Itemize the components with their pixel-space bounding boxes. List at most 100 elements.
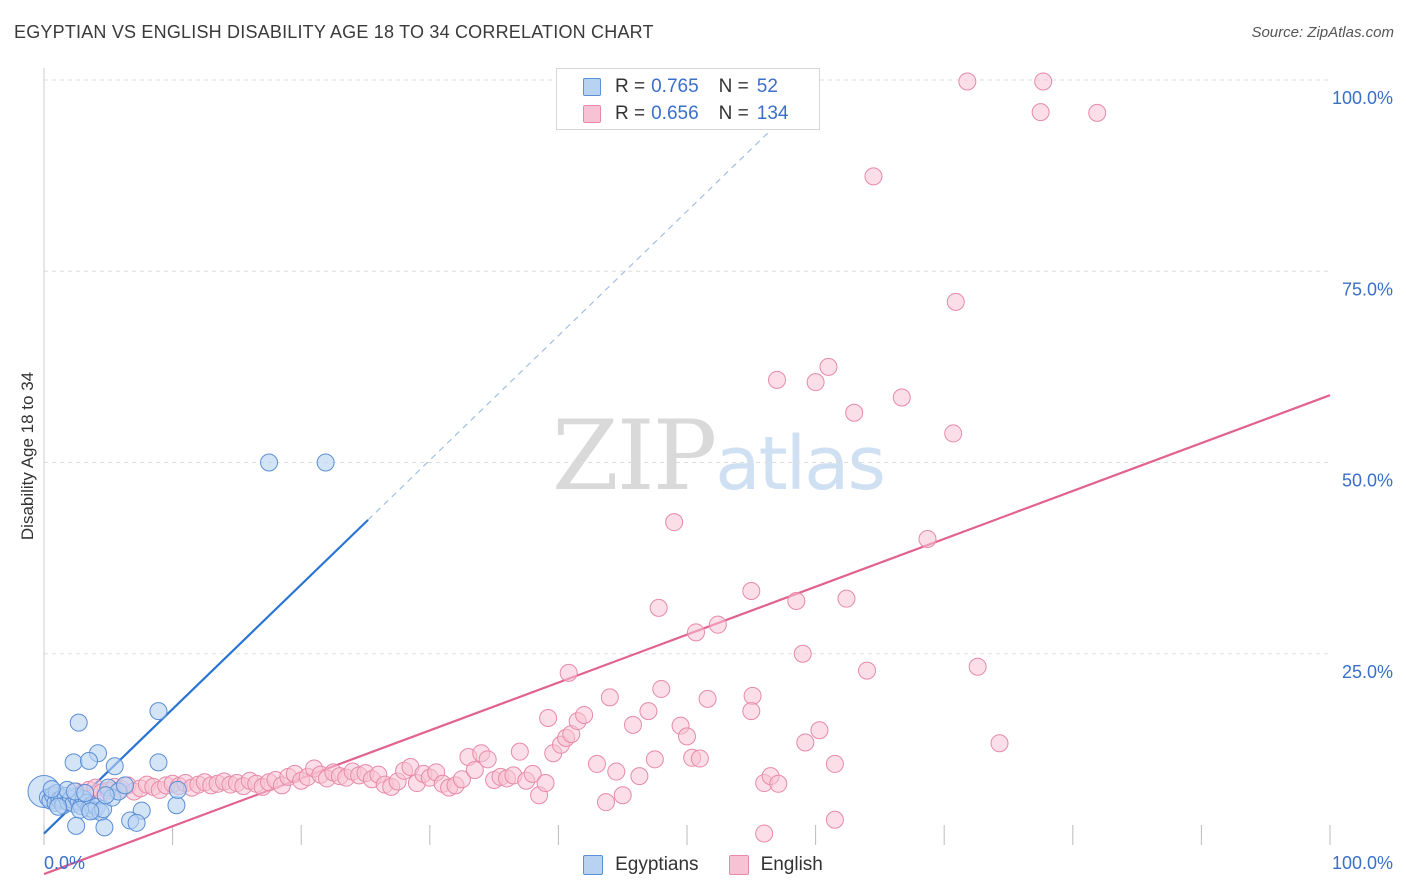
series-legend-english[interactable]: English: [728, 854, 823, 876]
english-point: [864, 167, 883, 186]
egyptians-point: [167, 796, 186, 815]
english-point: [769, 774, 788, 793]
egyptians-point: [149, 702, 168, 721]
english-point: [819, 357, 838, 376]
english-point: [690, 749, 709, 768]
axis-layer: [43, 68, 1331, 845]
english-point: [845, 403, 864, 422]
english-point: [837, 589, 856, 608]
english-point: [742, 582, 761, 601]
english-point: [649, 598, 668, 617]
legend-r-label: R =: [615, 103, 646, 124]
english-point: [708, 615, 727, 634]
english-point: [768, 370, 787, 389]
english-point: [787, 591, 806, 610]
english-point: [793, 644, 812, 663]
english-point: [944, 424, 963, 443]
english-point: [742, 702, 761, 721]
series-name: Egyptians: [615, 854, 699, 875]
series-legend-egyptians[interactable]: Egyptians: [583, 854, 699, 876]
english-point: [892, 388, 911, 407]
tick-label-layer: 25.0% 50.0% 75.0% 100.0% 0.0% 100.0%: [44, 88, 1393, 873]
english-point: [523, 764, 542, 783]
english-point: [1088, 103, 1107, 122]
egyptians-point: [76, 783, 95, 802]
legend-r-value: 0.656: [651, 103, 699, 124]
english-point: [645, 750, 664, 769]
english-point: [587, 754, 606, 773]
english-points: [41, 72, 1107, 843]
egyptians-point: [127, 813, 146, 832]
series-legend: Egyptians English: [0, 852, 1406, 878]
egyptians-point: [64, 753, 83, 772]
correlation-legend: R = 0.765 N = 52 R = 0.656 N = 134: [556, 68, 820, 130]
english-point: [687, 623, 706, 642]
x-tick-label: 0.0%: [44, 853, 85, 873]
english-point: [858, 661, 877, 680]
english-point: [623, 715, 642, 734]
english-point: [630, 767, 649, 786]
egyptians-point: [149, 753, 168, 772]
english-point: [600, 688, 619, 707]
english-point: [559, 663, 578, 682]
english-point: [665, 513, 684, 532]
egyptians-point: [42, 780, 61, 799]
y-tick-label: 25.0%: [1342, 662, 1393, 682]
egyptians-point: [168, 780, 187, 799]
english-point: [755, 824, 774, 843]
legend-swatch-egyptians: [583, 855, 604, 875]
english-point: [575, 705, 594, 724]
egyptians-points: [27, 453, 335, 837]
english-point: [810, 721, 829, 740]
legend-row-egyptians: R = 0.765 N = 52: [583, 74, 778, 100]
english-point: [510, 742, 529, 761]
english-point: [1034, 72, 1053, 91]
legend-row-english: R = 0.656 N = 134: [583, 101, 788, 127]
english-point: [536, 774, 555, 793]
english-point: [968, 657, 987, 676]
english-point: [743, 686, 762, 705]
english-point: [990, 734, 1009, 753]
english-point: [825, 810, 844, 829]
y-tick-label: 100.0%: [1332, 88, 1393, 108]
legend-n-value: 134: [756, 103, 789, 124]
english-point: [806, 373, 825, 392]
series-name: English: [760, 854, 823, 875]
egyptians-point: [316, 453, 335, 472]
english-point: [452, 770, 471, 789]
english-point: [698, 689, 717, 708]
egyptians-point: [96, 786, 115, 805]
egyptians-point: [69, 713, 88, 732]
english-point: [478, 750, 497, 769]
legend-n-label: N =: [718, 76, 749, 97]
egyptians-point: [80, 751, 99, 770]
legend-swatch-english: [728, 855, 749, 875]
english-point: [607, 762, 626, 781]
egyptians-point: [67, 816, 86, 835]
y-axis-label: Disability Age 18 to 34: [18, 371, 37, 541]
egyptians-trend-extension: [367, 111, 791, 521]
english-point: [596, 793, 615, 812]
english-point: [796, 733, 815, 752]
legend-r-value: 0.765: [651, 76, 699, 97]
english-point: [918, 530, 937, 548]
x-tick-label: 100.0%: [1332, 853, 1393, 873]
egyptians-point: [116, 776, 135, 795]
y-tick-label: 50.0%: [1342, 471, 1393, 491]
english-point: [639, 702, 658, 721]
legend-r-label: R =: [615, 76, 646, 97]
legend-n-label: N =: [718, 103, 749, 124]
english-point: [613, 786, 632, 805]
english-point: [946, 292, 965, 311]
egyptians-point: [260, 453, 279, 472]
egyptians-point: [49, 797, 68, 816]
english-point: [465, 761, 484, 780]
source-credit: Source: ZipAtlas.com: [1251, 24, 1394, 41]
egyptians-point: [95, 818, 114, 837]
grid-layer: [44, 79, 1330, 655]
english-point: [1031, 103, 1050, 122]
egyptians-point: [81, 802, 100, 821]
english-point: [958, 72, 977, 91]
egyptians-point: [105, 757, 124, 776]
english-point: [652, 679, 671, 698]
